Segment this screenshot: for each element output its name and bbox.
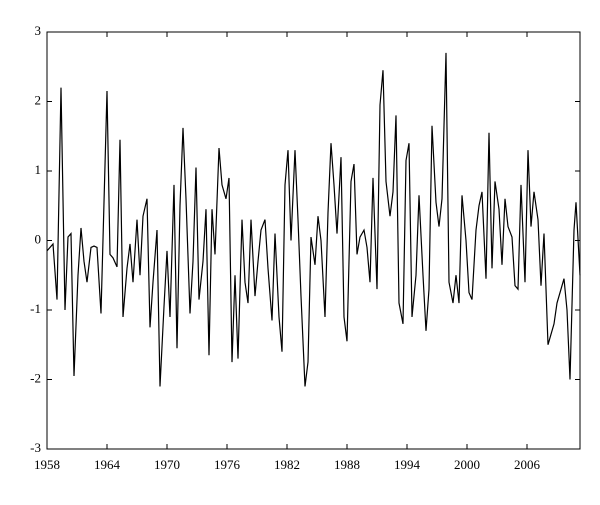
y-tick-label: 3 [35,23,42,38]
x-tick-label: 2000 [454,457,480,472]
y-tick-label: 2 [35,92,42,107]
y-tick-label: -1 [30,301,41,316]
x-tick-label: 1982 [274,457,300,472]
data-line [46,52,581,387]
x-tick-label: 1988 [334,457,360,472]
y-tick-label: 1 [35,162,42,177]
x-tick-label: 2006 [514,457,541,472]
y-tick-label: 0 [35,231,42,246]
x-tick-label: 1970 [154,457,180,472]
y-tick-label: -2 [30,370,41,385]
y-tick-label: -3 [30,440,41,455]
x-tick-label: 1964 [94,457,121,472]
x-tick-label: 1976 [214,457,241,472]
x-tick-label: 1958 [34,457,60,472]
x-tick-label: 1994 [394,457,421,472]
plot-frame [46,31,581,450]
